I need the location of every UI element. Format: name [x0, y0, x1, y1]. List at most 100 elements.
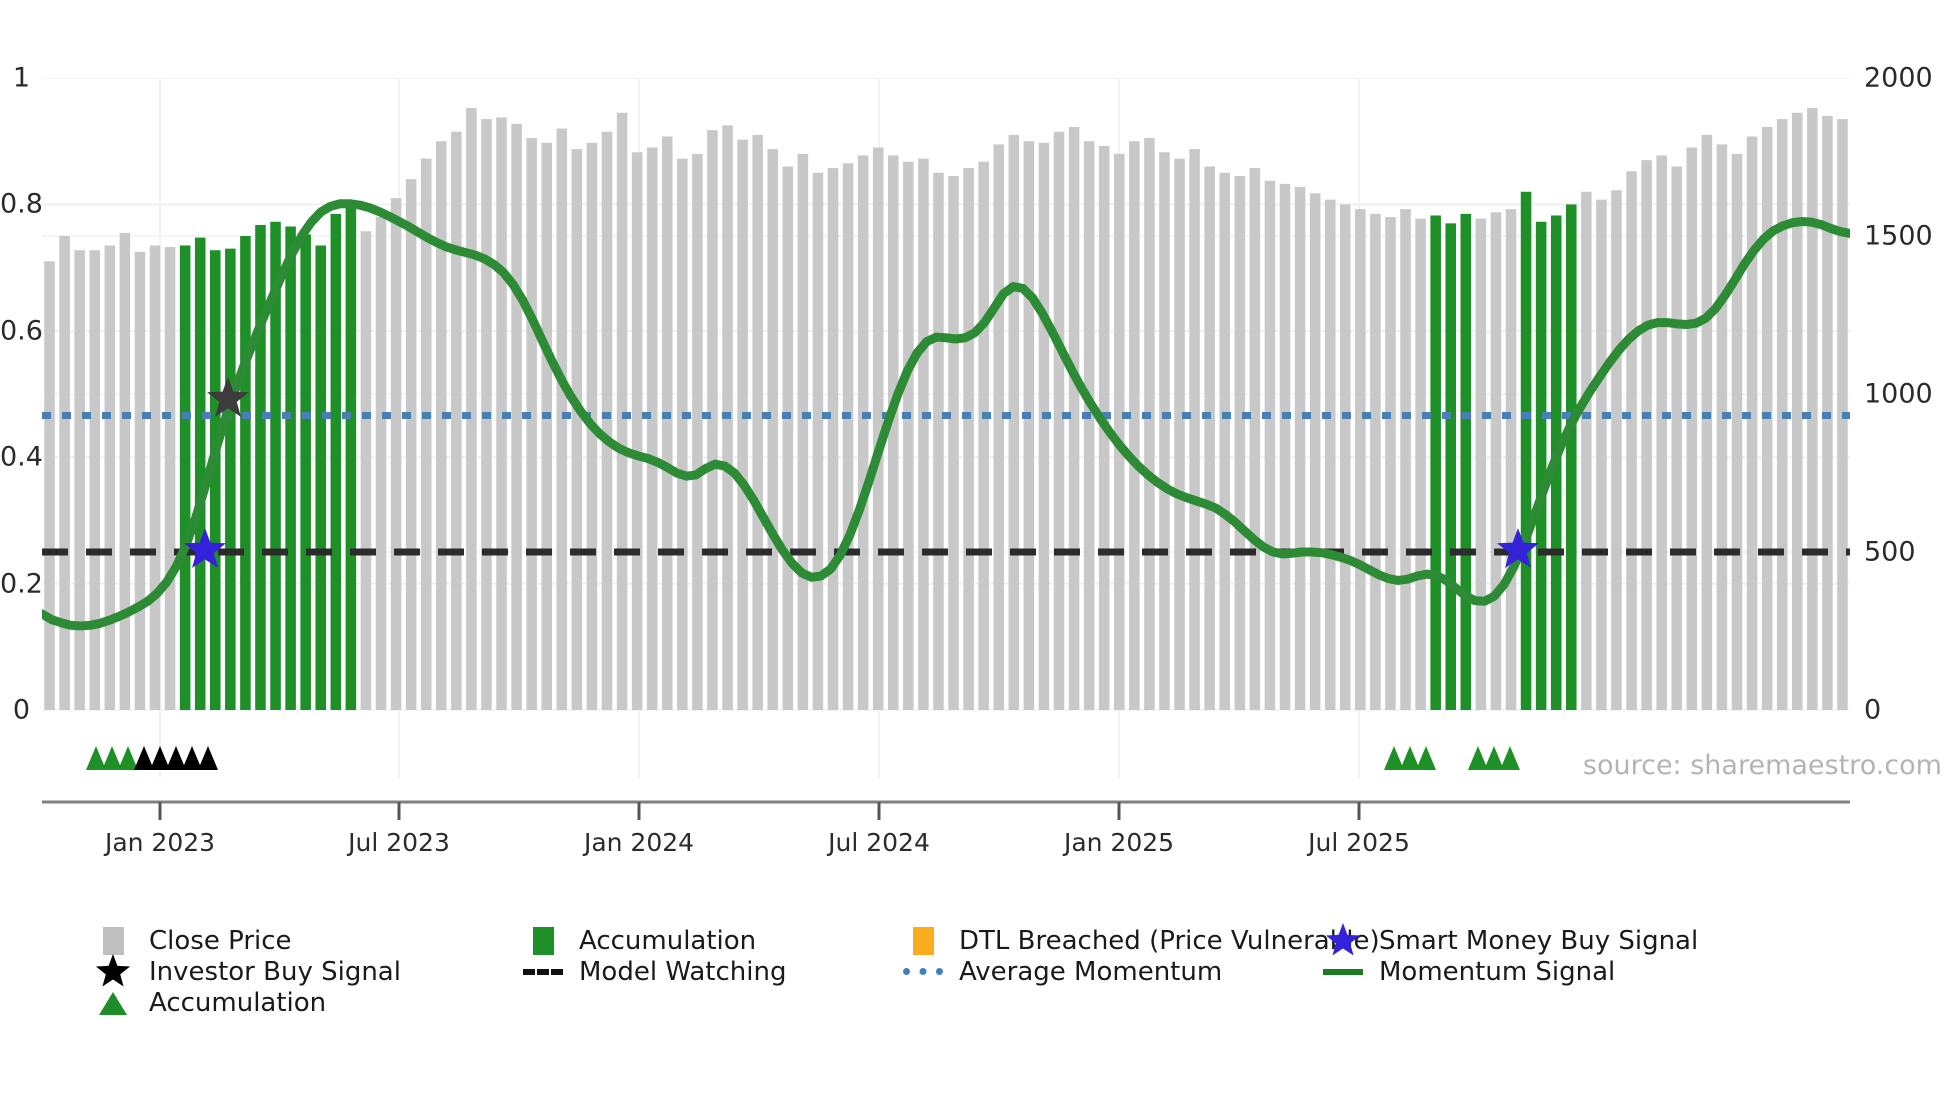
- close-price-bar: [1008, 134, 1020, 710]
- close-price-bar: [872, 147, 884, 710]
- smart-money-star-icon: [1322, 922, 1364, 960]
- chart-legend: Close Price Accumulation DTL Breached (Pri…: [92, 922, 1942, 1018]
- legend-item-label: Accumulation: [579, 925, 757, 956]
- accumulation-bar: [194, 237, 206, 710]
- close-price-bar: [466, 108, 477, 710]
- accumulation-triangle-marker: [1416, 746, 1436, 770]
- close-price-bar: [616, 112, 628, 710]
- close-price-bar: [631, 152, 643, 710]
- close-price-bar: [1611, 190, 1622, 710]
- accumulation-triangle-marker: [166, 746, 186, 770]
- legend-item-label: DTL Breached (Price Vulnerable): [959, 925, 1380, 956]
- legend-item[interactable]: Momentum Signal: [1322, 956, 1742, 987]
- y-axis-left-tick-label: 0.6: [0, 315, 43, 347]
- close-price-bar: [752, 134, 763, 710]
- x-axis-tick-label: Jul 2024: [828, 828, 930, 857]
- legend-item[interactable]: DTL Breached (Price Vulnerable): [902, 925, 1380, 956]
- close-price-bar: [767, 149, 779, 711]
- legend-item[interactable]: Average Momentum: [902, 956, 1322, 987]
- close-price-bar: [390, 198, 402, 710]
- legend-item-label: Average Momentum: [959, 956, 1223, 987]
- close-price-bar: [496, 117, 507, 710]
- close-price-bar: [1400, 209, 1411, 710]
- close-price-bar: [692, 153, 703, 711]
- investor-buy-signal-star-marker: [207, 377, 249, 417]
- accumulation-triangle-marker: [134, 746, 154, 770]
- y-axis-right-tick-label: 500: [1864, 536, 1916, 568]
- source-attribution: source: sharemaestro.com: [1582, 750, 1942, 781]
- accumulation-bar: [1535, 221, 1547, 710]
- accumulation-triangle-marker: [1484, 746, 1504, 770]
- legend-square-swatch: [532, 926, 554, 955]
- legend-star-glyph: [95, 953, 131, 987]
- accumulation-bar: [1430, 215, 1441, 710]
- y-axis-left-tick-label: 0.2: [0, 568, 43, 600]
- accumulation-bar: [285, 226, 296, 710]
- close-price-bar: [1129, 141, 1140, 710]
- accumulation-triangle-marker: [118, 746, 138, 770]
- close-price-bar: [360, 231, 372, 710]
- close-price-bar: [1385, 217, 1396, 711]
- close-price-bar: [827, 168, 839, 710]
- x-axis-tick-label: Jan 2023: [104, 828, 216, 857]
- x-axis-tick-label: Jul 2025: [1308, 828, 1410, 857]
- close-price-bar: [149, 245, 161, 711]
- close-price-bar: [451, 131, 462, 711]
- close-price-bar: [1249, 168, 1261, 710]
- close-price-bar: [1596, 199, 1607, 710]
- close-price-bar: [918, 158, 929, 710]
- close-price-bar: [933, 172, 944, 711]
- close-price-bar: [887, 155, 899, 711]
- accumulation-bar: [345, 204, 357, 710]
- close-price-bar: [1204, 166, 1215, 711]
- close-price-bar: [1731, 153, 1743, 711]
- close-price-bar: [435, 141, 447, 710]
- close-price-bars: [44, 108, 1848, 711]
- close-price-bar: [526, 138, 537, 710]
- close-price-bar: [1083, 141, 1095, 710]
- legend-item[interactable]: Close Price: [92, 925, 522, 956]
- close-price-bar: [737, 139, 748, 710]
- close-price-bar: [1641, 160, 1652, 710]
- legend-item[interactable]: Accumulation: [522, 925, 902, 956]
- close-price-bar: [1053, 131, 1065, 711]
- accumulation-bar: [209, 250, 221, 710]
- legend-item[interactable]: Investor Buy Signal: [92, 953, 522, 987]
- legend-item[interactable]: Accumulation: [92, 987, 522, 1018]
- y-axis-left-tick-label: 1: [12, 62, 30, 94]
- close-price-bar: [74, 250, 85, 710]
- close-price-bar: [1309, 193, 1321, 711]
- plot-area: [42, 78, 1850, 820]
- legend-item[interactable]: Model Watching: [522, 956, 902, 987]
- smart-money-buy-signal-star-marker: [184, 528, 226, 568]
- legend-line-glyph: [523, 968, 563, 975]
- accumulation-triangle-marker: [1384, 746, 1404, 770]
- legend-item[interactable]: Smart Money Buy Signal: [1322, 922, 1742, 956]
- accumulation-triangle-marker: [1468, 746, 1488, 770]
- accumulation-bar: [300, 234, 311, 711]
- close-price-bar: [707, 130, 718, 710]
- close-price-bar: [1324, 199, 1336, 710]
- chart-canvas: [42, 78, 1850, 820]
- close-price-bar: [1701, 134, 1713, 710]
- close-price-bar: [1415, 218, 1426, 710]
- close-price-bar: [842, 163, 854, 710]
- momentum-signal-line: [42, 199, 1850, 631]
- accumulation-bar: [1565, 204, 1577, 710]
- close-price-bar: [782, 166, 794, 711]
- close-price-bar: [1490, 212, 1502, 711]
- accumulation-triangle-marker: [102, 746, 122, 770]
- legend-square-swatch: [102, 926, 124, 955]
- close-price-bar: [1068, 126, 1080, 711]
- close-price-bar: [59, 236, 70, 710]
- close-price-bar: [164, 247, 176, 710]
- close-price-bar: [511, 123, 522, 710]
- legend-item-label: Accumulation: [149, 987, 327, 1018]
- close-price-bar: [1038, 142, 1050, 710]
- y-axis-left-tick-label: 0: [12, 694, 30, 726]
- close-price-bar: [1159, 152, 1170, 710]
- close-price-bar: [857, 155, 869, 711]
- legend-line-glyph: [903, 968, 943, 975]
- accumulation-triangle-marker: [150, 746, 170, 770]
